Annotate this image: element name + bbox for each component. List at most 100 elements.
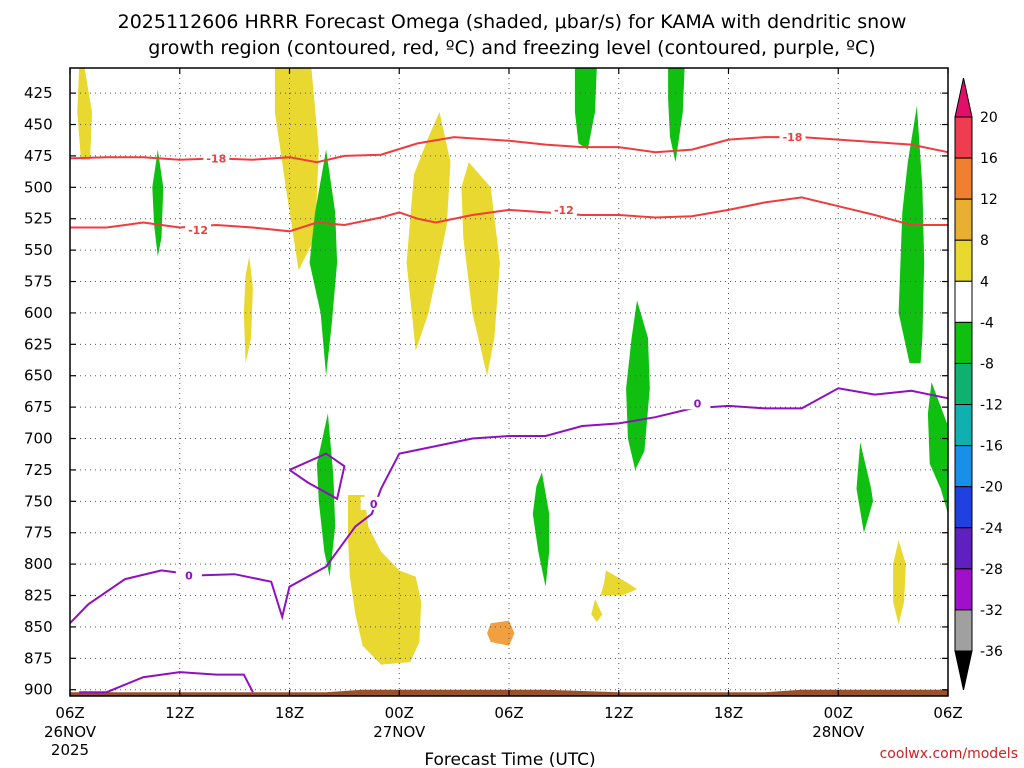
- colorbar-label-10: -24: [980, 521, 1003, 537]
- x-tick-label-1: 12Z: [165, 704, 194, 722]
- colorbar: 20 16 12 8 4 -4 -8 -12 -16 -20 -24 -28 -32 -36: [954, 77, 1003, 691]
- y-tick-label-19: 900: [24, 681, 53, 699]
- colorbar-label-5: -4: [980, 315, 994, 331]
- x-tick-label-0: 06Z: [55, 704, 84, 722]
- x-tick-label-8: 06Z: [933, 704, 962, 722]
- x-tick-date-0: 26NOV: [44, 723, 97, 741]
- x-tick-label-2: 18Z: [275, 704, 304, 722]
- contour-label-0C-freezing-1: 0: [370, 498, 378, 511]
- omega-shaded-region-13: [574, 68, 597, 150]
- contour-label-bg--18C-1: [779, 130, 806, 144]
- y-tick-label-6: 575: [24, 273, 53, 291]
- contour-label--12C-1: -12: [554, 204, 574, 217]
- colorbar-label-12: -32: [980, 603, 1003, 619]
- colorbar-swatch-5: [954, 321, 973, 364]
- y-tick-label-9: 650: [24, 367, 53, 385]
- y-tick-label-16: 825: [24, 587, 53, 605]
- omega-shaded-region-19: [856, 442, 873, 533]
- y-tick-label-3: 500: [24, 178, 53, 196]
- colorbar-bottom-arrow: [954, 650, 973, 691]
- contour-label-bg-0C-freezing-2: [684, 396, 711, 410]
- colorbar-swatch-0: [954, 116, 973, 159]
- y-tick-label-8: 625: [24, 335, 53, 353]
- contour--12C: [70, 196, 948, 233]
- y-tick-label-18: 875: [24, 649, 53, 667]
- colorbar-swatch-7: [954, 404, 973, 447]
- y-tick-label-2: 475: [24, 147, 53, 165]
- contour-label-bg--12C-1: [550, 202, 577, 216]
- colorbar-swatch-10: [954, 527, 973, 570]
- omega-shaded-region-10: [152, 149, 164, 257]
- x-tick-date-7: 28NOV: [812, 723, 865, 741]
- colorbar-label-13: -36: [980, 644, 1003, 660]
- omega-shaded-region-7: [591, 599, 603, 622]
- colorbar-swatch-3: [954, 239, 973, 282]
- omega-shaded-region-6: [600, 570, 637, 596]
- contour-label-bg--12C-0: [185, 223, 212, 237]
- x-tick-year-0: 2025: [51, 741, 89, 759]
- omega-shaded-region-8: [893, 540, 906, 625]
- colorbar-swatch-9: [954, 486, 973, 529]
- x-tick-date-3: 27NOV: [373, 723, 426, 741]
- chart-title-line2: growth region (contoured, red, ºC) and f…: [148, 37, 875, 59]
- colorbar-label-1: 16: [980, 151, 998, 167]
- y-tick-label-13: 750: [24, 492, 53, 510]
- colorbar-label-2: 12: [980, 192, 998, 208]
- colorbar-label-3: 8: [980, 233, 989, 249]
- contour-label-0C-freezing-2: 0: [694, 397, 702, 410]
- x-axis-label: Forecast Time (UTC): [424, 750, 595, 768]
- contour-label-0C-freezing-0: 0: [185, 569, 193, 582]
- omega-shaded-region-18: [927, 382, 948, 514]
- omega-shaded-region-14: [668, 68, 685, 163]
- x-tick-label-6: 18Z: [714, 704, 743, 722]
- y-tick-label-0: 425: [24, 84, 53, 102]
- contour-label-bg-0C-freezing-0: [175, 568, 202, 582]
- colorbar-swatch-1: [954, 157, 973, 200]
- colorbar-swatch-12: [954, 609, 973, 652]
- y-tick-label-5: 550: [24, 241, 53, 259]
- colorbar-top-arrow: [954, 77, 973, 118]
- contour-label-bg--18C-0: [203, 151, 230, 165]
- contour-label--18C-0: -18: [206, 152, 226, 165]
- omega-shaded-region-9: [487, 620, 515, 646]
- contour-label--12C-0: -12: [188, 224, 208, 237]
- plot-area: -18 -18 -12 -12 0 0 0 425 450 475 500 525 550 575 600 6…: [24, 67, 963, 759]
- colorbar-label-11: -28: [980, 562, 1003, 578]
- x-tick-label-7: 00Z: [824, 704, 853, 722]
- omega-shaded-region-5: [348, 495, 422, 665]
- colorbar-label-4: 4: [980, 274, 989, 290]
- contour-label-bg-0C-freezing-1: [360, 496, 387, 510]
- contour-0C-lower: [79, 671, 254, 694]
- omega-shaded-region-11: [309, 149, 338, 376]
- colorbar-label-6: -8: [980, 356, 994, 372]
- colorbar-swatch-4: [954, 280, 973, 323]
- colorbar-label-7: -12: [980, 398, 1003, 414]
- y-tick-label-12: 725: [24, 461, 53, 479]
- colorbar-swatch-11: [954, 568, 973, 611]
- omega-shaded-region-4: [243, 256, 253, 364]
- credit-text[interactable]: coolwx.com/models: [880, 746, 1018, 762]
- colorbar-label-9: -20: [980, 480, 1003, 496]
- y-tick-label-17: 850: [24, 618, 53, 636]
- contour-0C-freezing: [69, 387, 949, 624]
- colorbar-label-8: -16: [980, 439, 1003, 455]
- omega-shaded-region-1: [274, 68, 319, 271]
- colorbar-swatch-8: [954, 445, 973, 488]
- omega-shaded-region-2: [406, 112, 451, 351]
- omega-shaded-region-12: [316, 413, 336, 577]
- y-tick-label-14: 775: [24, 524, 53, 542]
- omega-shaded-region-0: [77, 68, 92, 160]
- colorbar-swatch-2: [954, 198, 973, 241]
- y-tick-label-15: 800: [24, 555, 53, 573]
- contour-0C-loop: [288, 452, 346, 501]
- colorbar-swatch-6: [954, 362, 973, 406]
- omega-shaded-region-15: [626, 300, 650, 470]
- colorbar-label-0: 20: [980, 110, 998, 126]
- contour-label--18C-1: -18: [783, 131, 803, 144]
- x-tick-label-5: 12Z: [604, 704, 633, 722]
- y-tick-label-1: 450: [24, 116, 53, 134]
- chart-title-line1: 2025112606 HRRR Forecast Omega (shaded, …: [118, 11, 907, 33]
- y-tick-label-7: 600: [24, 304, 53, 322]
- plot-background: [70, 68, 948, 696]
